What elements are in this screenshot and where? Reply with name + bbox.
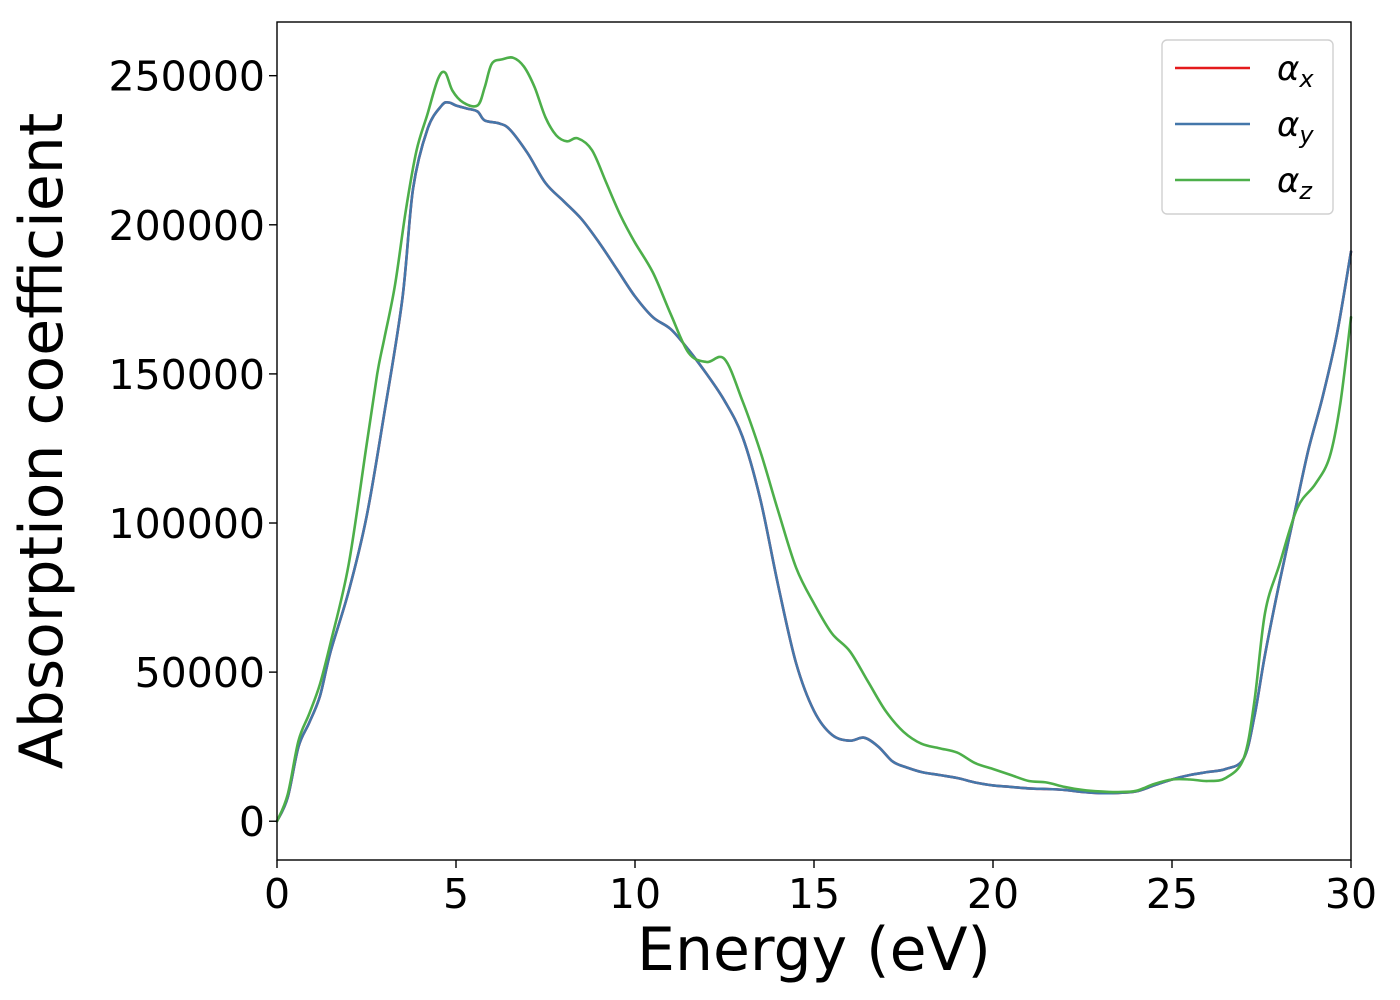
series-line-y [275, 100, 1353, 823]
y-axis-title: Absorption coefficient [7, 113, 77, 770]
x-tick-label: 30 [1325, 870, 1377, 918]
series-layer [275, 56, 1353, 823]
x-axis-title: Energy (eV) [637, 915, 991, 985]
legend-subscript-y: y [1298, 121, 1314, 149]
x-tick-label: 25 [1146, 870, 1198, 918]
series-line-z [275, 56, 1353, 823]
legend-box [1161, 39, 1334, 215]
y-tick-label: 50000 [135, 649, 265, 697]
y-tick-label: 200000 [108, 202, 265, 250]
y-tick-label: 150000 [108, 351, 265, 399]
y-axis: 0 50000 100000 150000 200000 250000 [108, 53, 277, 846]
x-axis: 0 5 10 15 20 25 30 [264, 860, 1377, 918]
x-tick-label: 5 [443, 870, 469, 918]
y-tick-label: 250000 [108, 53, 265, 101]
x-tick-label: 10 [609, 870, 661, 918]
x-tick-label: 0 [264, 870, 290, 918]
x-tick-label: 20 [967, 870, 1019, 918]
x-tick-label: 15 [788, 870, 840, 918]
legend-subscript-z: z [1298, 177, 1313, 205]
legend-subscript-x: x [1298, 65, 1314, 93]
y-tick-label: 100000 [108, 500, 265, 548]
y-tick-label: 0 [239, 798, 265, 846]
